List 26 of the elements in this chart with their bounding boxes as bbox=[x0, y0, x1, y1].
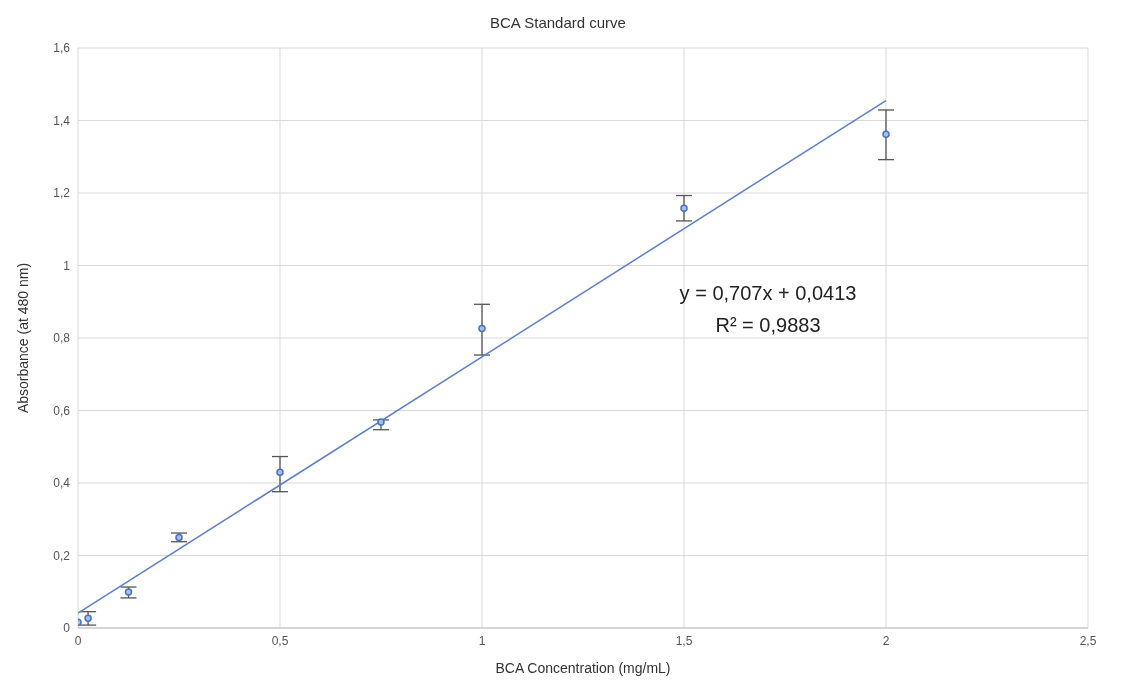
annotation: y = 0,707x + 0,0413 bbox=[679, 282, 857, 304]
x-tick-label: 0,5 bbox=[271, 633, 289, 648]
x-tick-label: 2 bbox=[882, 633, 890, 648]
y-tick-label: 1,4 bbox=[53, 113, 71, 128]
point bbox=[882, 130, 890, 139]
y-tick-label: 0 bbox=[63, 621, 71, 636]
x-tick-label: 2,5 bbox=[1079, 633, 1097, 648]
x-tick-label: 1,5 bbox=[675, 633, 693, 648]
x-tick-label: 0 bbox=[74, 633, 82, 648]
point bbox=[478, 324, 486, 333]
y-tick-label: 1,2 bbox=[53, 186, 71, 201]
point bbox=[680, 204, 688, 212]
y-tick-label: 1,6 bbox=[53, 41, 71, 56]
y-tick-label: 0,4 bbox=[53, 476, 71, 491]
point bbox=[276, 468, 284, 476]
y-tick-label: 1 bbox=[63, 258, 71, 273]
point bbox=[377, 418, 385, 426]
y-axis-title: Absorbance (at 480 nm) bbox=[14, 262, 31, 414]
annotation: R² = 0,9883 bbox=[715, 314, 821, 336]
y-tick-label: 0,6 bbox=[53, 403, 71, 418]
y-tick-label: 0,2 bbox=[53, 548, 71, 563]
x-tick-label: 1 bbox=[478, 633, 486, 648]
y-tick-label: 0,8 bbox=[53, 331, 71, 346]
point bbox=[84, 614, 92, 622]
x-axis-title: BCA Concentration (mg/mL) bbox=[495, 660, 671, 676]
chart-title: BCA Standard curve bbox=[489, 13, 627, 33]
